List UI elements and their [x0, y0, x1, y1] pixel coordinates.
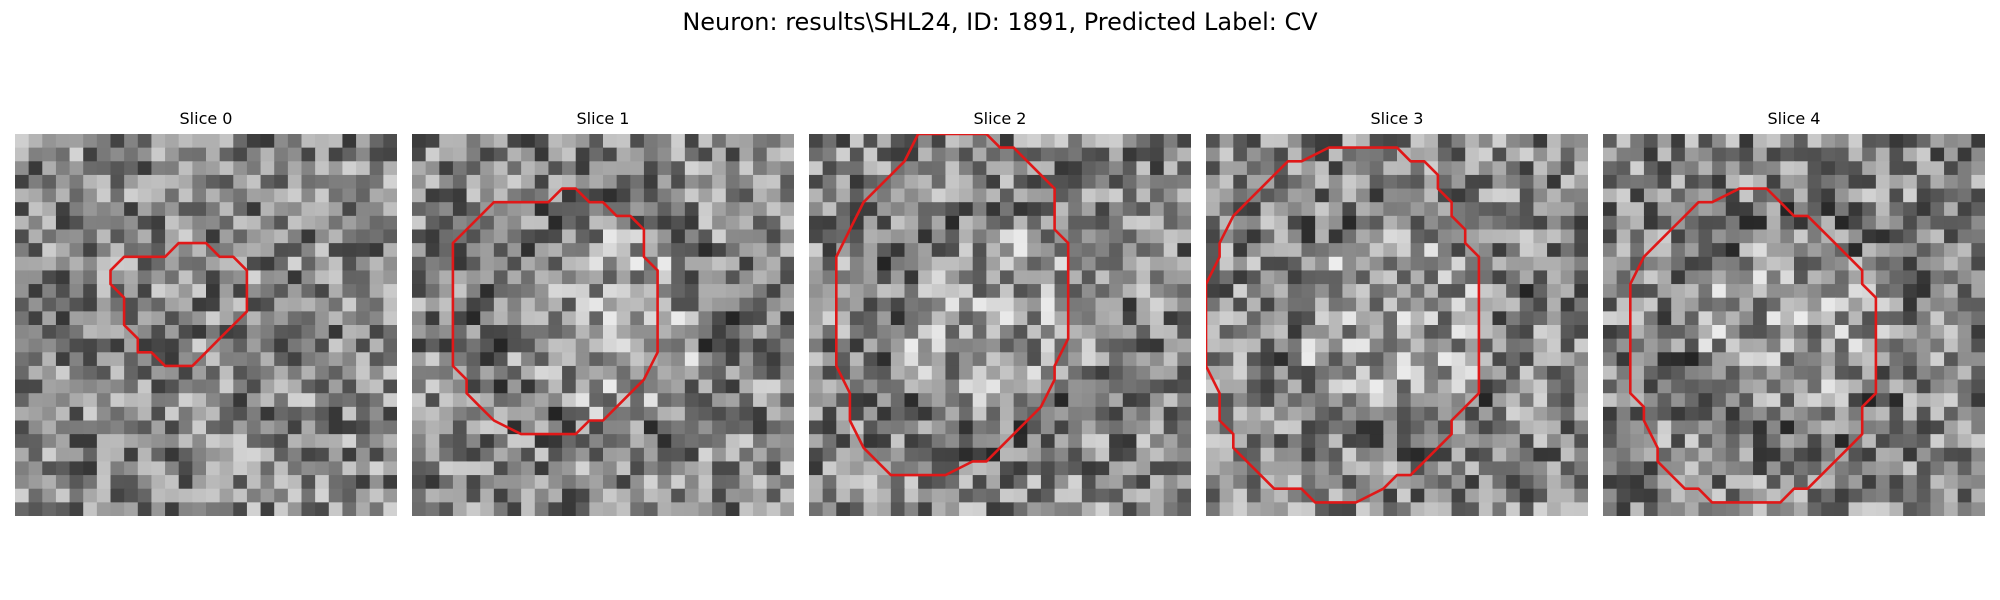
pixel-grid: [1603, 134, 1985, 516]
slice-title: Slice 3: [1370, 109, 1424, 128]
pixel-grid: [809, 134, 1191, 516]
slice-title: Slice 4: [1767, 109, 1821, 128]
slice-image: [15, 134, 397, 516]
pixel-grid: [15, 134, 397, 516]
slice-title: Slice 1: [576, 109, 630, 128]
slice-image: [412, 134, 794, 516]
slice-panel-1: Slice 1: [412, 108, 794, 516]
slice-image: [1206, 134, 1588, 516]
pixel-grid: [1206, 134, 1588, 516]
cell-contour: [451, 187, 659, 436]
slice-panel-4: Slice 4: [1603, 108, 1985, 516]
slice-panel-3: Slice 3: [1206, 108, 1588, 516]
pixel-grid: [412, 134, 794, 516]
figure-title: Neuron: results\SHL24, ID: 1891, Predict…: [682, 8, 1318, 36]
slice-image: [1603, 134, 1985, 516]
slice-panel-0: Slice 0: [15, 108, 397, 516]
slice-panel-2: Slice 2: [809, 108, 1191, 516]
cell-contour: [834, 134, 1070, 477]
cell-contour: [109, 241, 249, 368]
slice-title: Slice 2: [973, 109, 1027, 128]
cell-contour: [1206, 146, 1481, 504]
slice-image: [809, 134, 1191, 516]
cell-contour: [1628, 187, 1878, 504]
slice-title: Slice 0: [179, 109, 233, 128]
